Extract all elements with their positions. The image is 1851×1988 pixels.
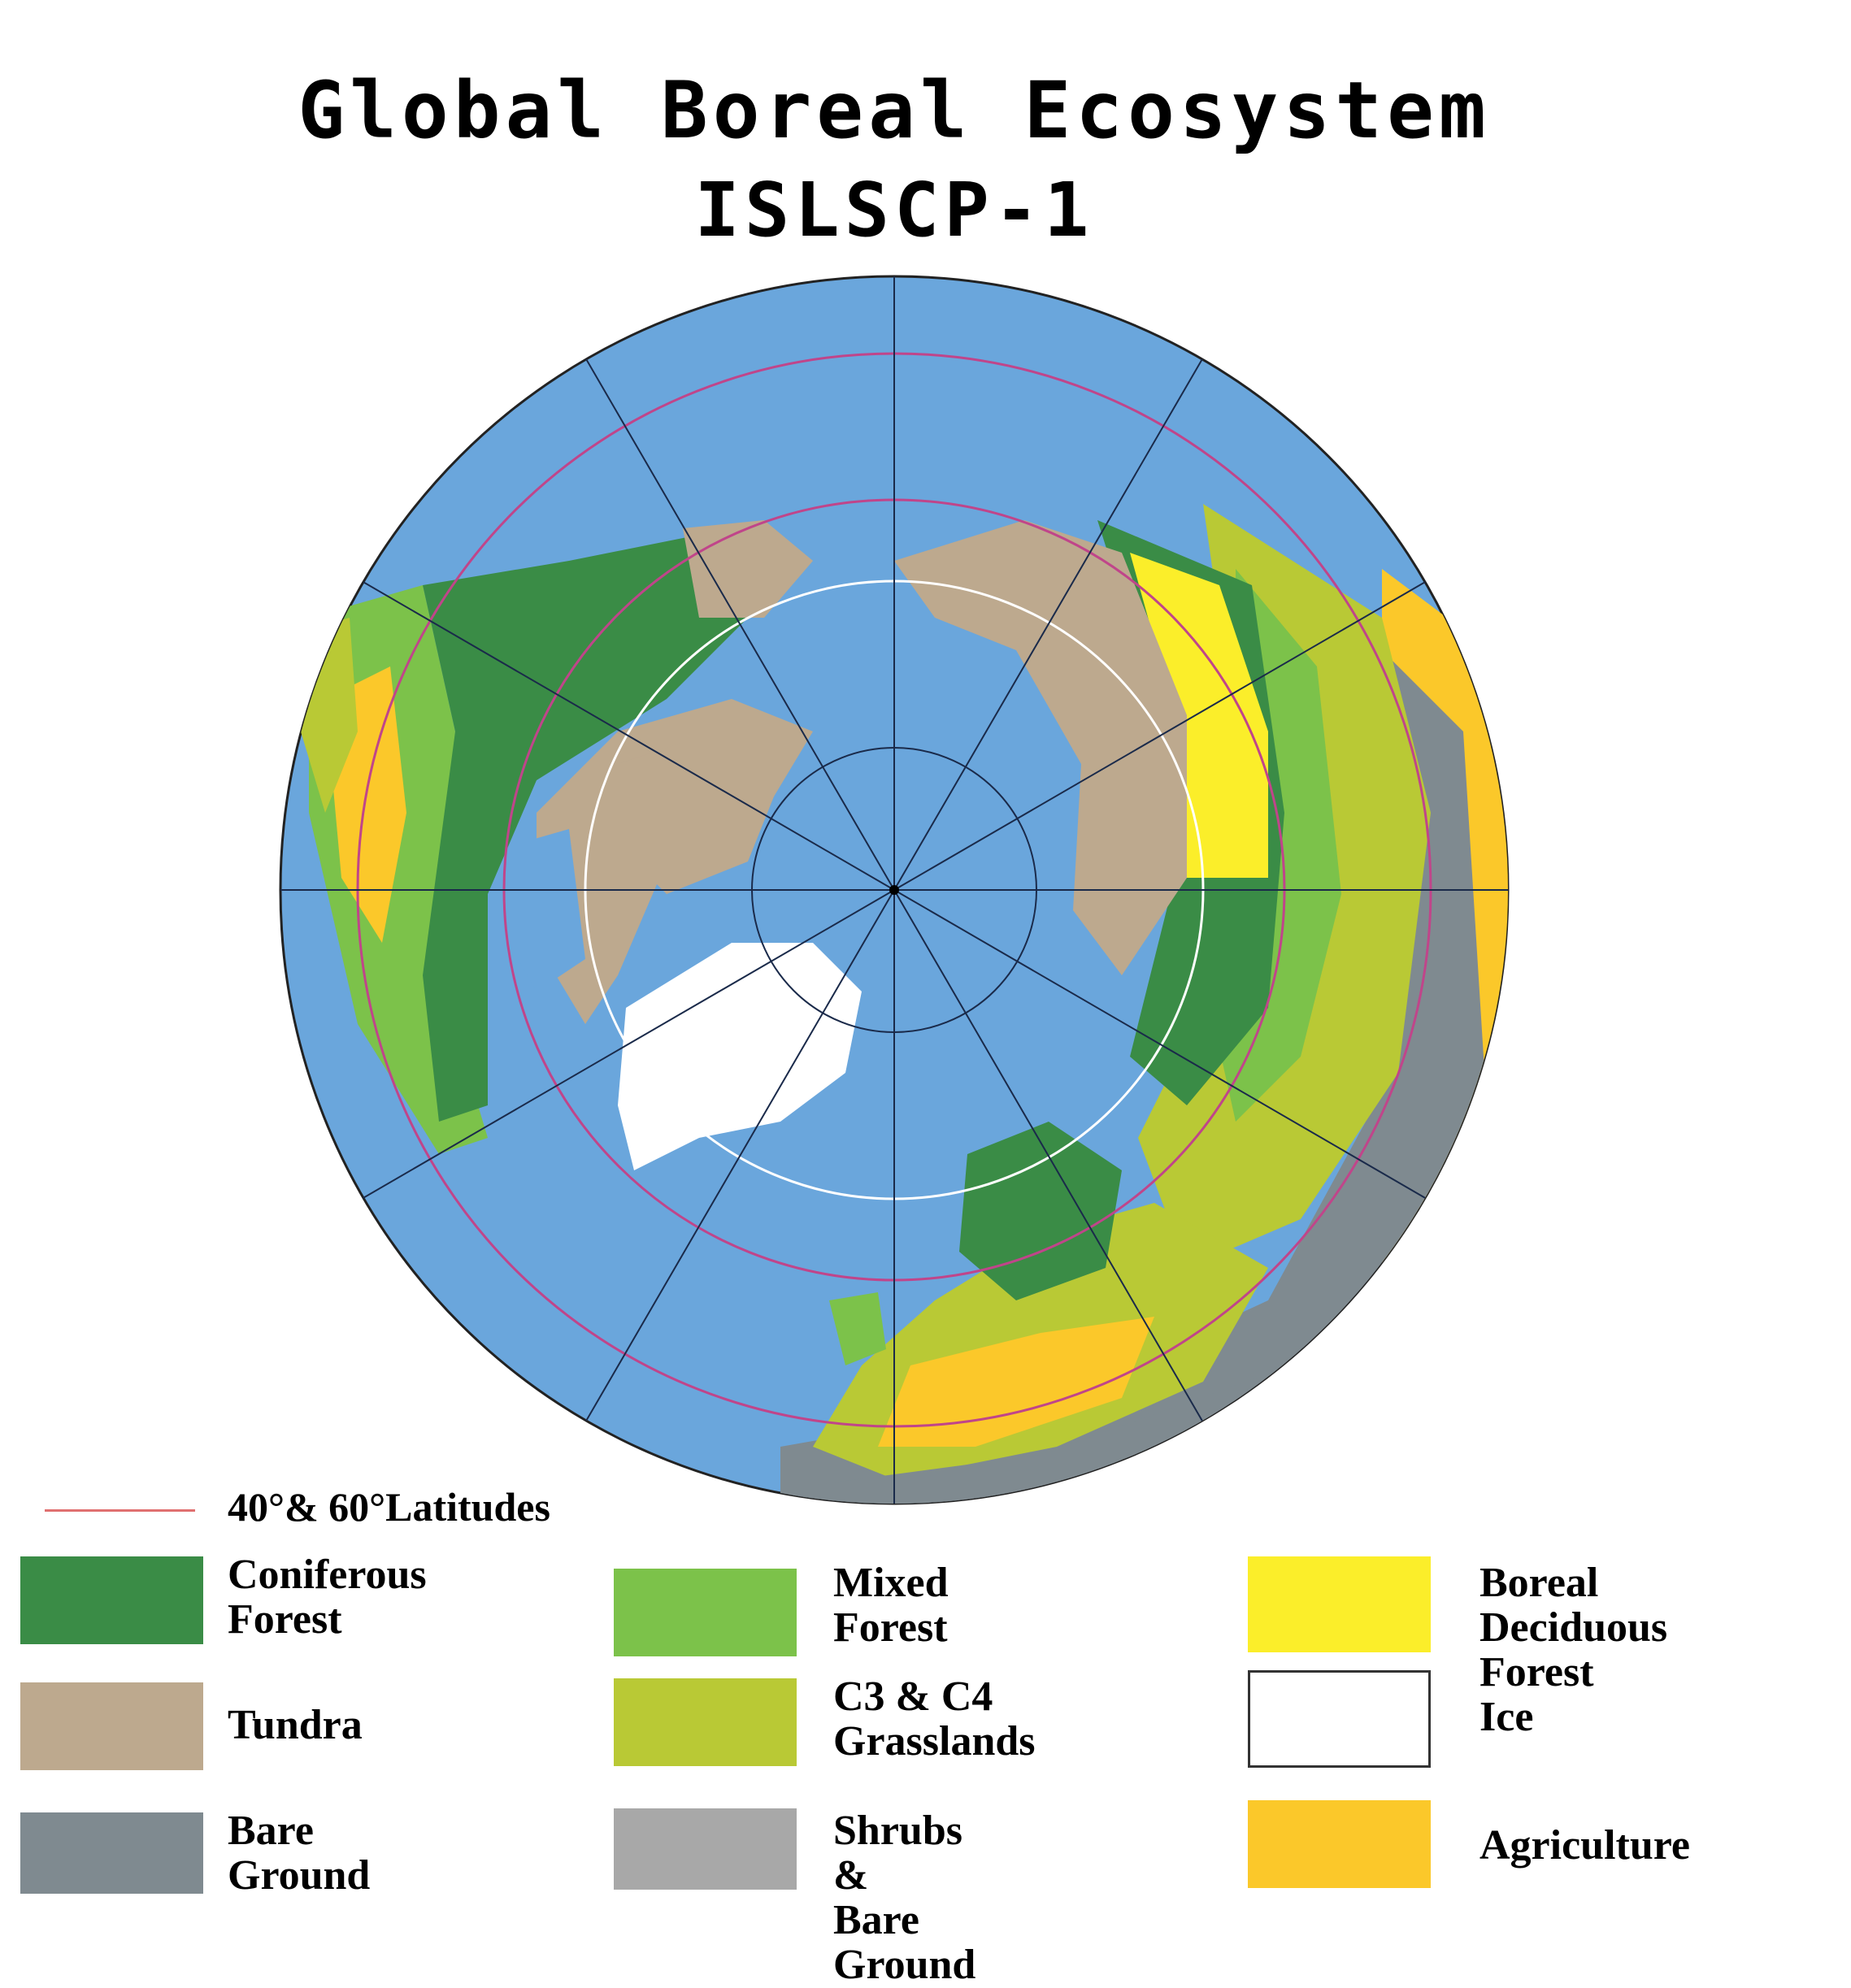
legend-swatch: [614, 1678, 797, 1766]
latitude-legend-line: [45, 1509, 195, 1512]
legend-label: Coniferous Forest: [228, 1552, 427, 1643]
legend-swatch: [20, 1812, 203, 1894]
legend-label: Shrubs & Bare Ground: [833, 1808, 976, 1988]
legend-swatch: [1248, 1670, 1431, 1768]
legend-swatch: [20, 1556, 203, 1644]
legend-label: Tundra: [228, 1702, 363, 1748]
legend-swatch: [1248, 1800, 1431, 1888]
canadian-archipelago: [618, 731, 780, 894]
legend-label: Ice: [1479, 1694, 1534, 1740]
latitude-legend-label: 40°& 60°Latitudes: [228, 1484, 550, 1530]
greenland-ice: [618, 943, 862, 1170]
legend-swatch: [1248, 1556, 1431, 1652]
legend-label: Bare Ground: [228, 1808, 371, 1899]
na-coniferous: [423, 528, 780, 1122]
legend-label: C3 & C4 Grasslands: [833, 1673, 1036, 1764]
uk-island: [829, 1292, 886, 1365]
legend-label: Mixed Forest: [833, 1560, 949, 1651]
central-asia-bare: [780, 618, 1488, 1504]
siberia-tundra: [894, 520, 1187, 975]
legend-label: Boreal Deciduous Forest: [1479, 1560, 1668, 1695]
europe-agriculture: [878, 1317, 1154, 1447]
hudson-bay: [504, 829, 585, 992]
legend-swatch: [20, 1682, 203, 1770]
legend-swatch: [614, 1569, 797, 1656]
legend-swatch: [614, 1808, 797, 1890]
polar-ecosystem-map: [279, 275, 1510, 1505]
siberia-deciduous: [1130, 553, 1268, 878]
map-subtitle: ISLSCP-1: [694, 167, 1094, 254]
scandinavia-coniferous: [959, 1122, 1122, 1300]
meridians: [280, 276, 1508, 1504]
map-title: Global Boreal Ecosystem: [298, 65, 1491, 156]
north-pole-marker: [889, 885, 899, 895]
legend-label: Agriculture: [1479, 1822, 1690, 1869]
